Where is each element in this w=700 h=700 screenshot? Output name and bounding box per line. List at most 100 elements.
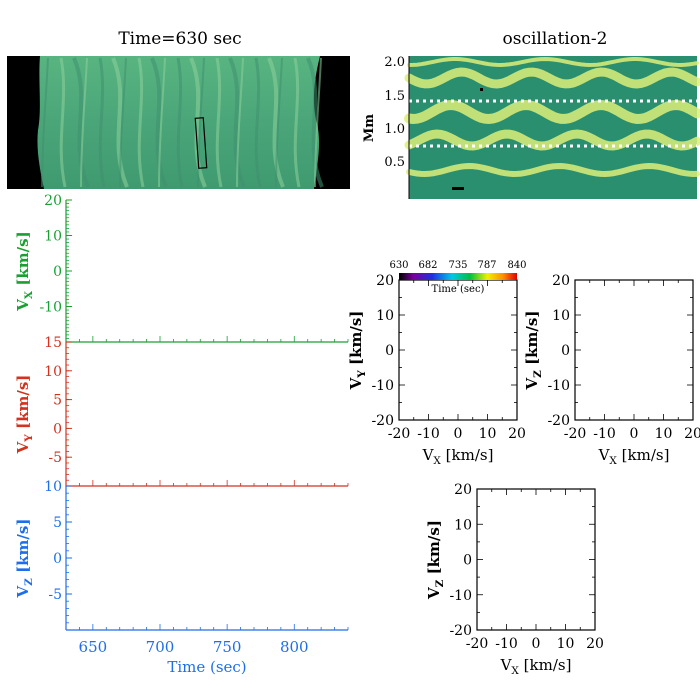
time-series-panel: 15 10 5 0 -5 VY [km/s] xyxy=(14,335,349,487)
hodograph-panel: -20 -10 0 10 20 20 10 0 -10 -20 VX [km/s] VY [km/s] xyxy=(347,273,526,467)
y-tick-label: -5 xyxy=(48,450,62,466)
x-tick-label: 650 xyxy=(79,638,108,656)
image-streaks xyxy=(41,57,324,188)
y-axis-label: VY [km/s] xyxy=(14,375,35,455)
image-streak xyxy=(158,57,166,188)
hodograph-frame xyxy=(476,488,596,631)
image-streak xyxy=(236,57,244,188)
x-tick-label: 20 xyxy=(508,426,526,442)
oscillation-wave xyxy=(404,67,700,89)
y-tick-label: 0 xyxy=(53,551,62,567)
x-tick-label: 800 xyxy=(280,638,309,656)
oscillation-wave xyxy=(404,129,700,151)
x-tick-label: 10 xyxy=(479,426,497,442)
y-tick-label: 0 xyxy=(463,553,472,569)
y-tick-label: 0 xyxy=(385,343,394,359)
hodograph-frame xyxy=(574,279,694,421)
oscillation-waves xyxy=(404,56,700,178)
x-tick-label: 0 xyxy=(454,426,463,442)
y-tick-label: 10 xyxy=(454,517,472,533)
colorbar-label: 735 xyxy=(448,260,467,271)
x-tick-label: 10 xyxy=(655,426,673,442)
y-tick-label: -10 xyxy=(547,378,570,394)
hodograph-frame xyxy=(398,279,518,421)
oscillation-ytick: 1.5 xyxy=(384,89,405,104)
image-streak xyxy=(119,57,127,188)
y-tick-label: -20 xyxy=(449,623,472,639)
y-tick-label: 0 xyxy=(53,264,62,280)
x-tick-label: -20 xyxy=(466,636,489,652)
image-streak xyxy=(41,57,49,188)
x-axis-label: VX [km/s] xyxy=(422,446,494,467)
y-tick-label: 0 xyxy=(561,343,570,359)
y-tick-label: -20 xyxy=(547,413,570,429)
y-tick-label: 20 xyxy=(376,273,394,289)
y-tick-label: 15 xyxy=(44,335,62,351)
oscillation-title: oscillation-2 xyxy=(503,29,608,49)
x-tick-label: 20 xyxy=(586,636,604,652)
x-tick-label: -20 xyxy=(564,426,587,442)
time-colorbar: 630 682 735 787 840 Time (sec) xyxy=(389,260,526,295)
hodograph-panels: -20 -10 0 10 20 20 10 0 -10 -20 VX [km/s] VY [km/s]… xyxy=(347,273,700,677)
y-tick-label: 10 xyxy=(44,479,62,495)
y-tick-label: 5 xyxy=(53,515,62,531)
x-tick-label: -10 xyxy=(417,426,440,442)
image-streak xyxy=(59,57,67,188)
y-axis-label: VX [km/s] xyxy=(14,231,35,311)
image-streak xyxy=(293,57,301,188)
x-tick-label: -10 xyxy=(593,426,616,442)
oscillation-wave xyxy=(406,162,700,178)
oscillation-ylabel: Mm xyxy=(362,114,377,142)
oscillation-ytick: 2.0 xyxy=(384,55,405,70)
y-tick-label: -10 xyxy=(39,300,62,316)
image-streak xyxy=(254,57,262,188)
y-tick-label: 20 xyxy=(552,273,570,289)
image-streak xyxy=(98,57,106,188)
hodograph-panel: -20 -10 0 10 20 20 10 0 -10 -20 VX [km/s] VZ [km/s] xyxy=(523,273,700,467)
x-tick-label: 700 xyxy=(146,638,175,656)
image-streak xyxy=(137,57,145,188)
y-tick-label: 20 xyxy=(454,482,472,498)
image-streak xyxy=(72,57,90,188)
colorbar-label: 787 xyxy=(477,260,496,271)
y-axis-label: VY [km/s] xyxy=(347,311,368,391)
oscillation-ytick: 1.0 xyxy=(384,122,405,137)
colorbar-label: 682 xyxy=(418,260,437,271)
oscillation-ytick: 0.5 xyxy=(384,155,405,170)
x-tick-label: 0 xyxy=(630,426,639,442)
oscillation-wave xyxy=(404,99,700,125)
solar-image-panel: Time=630 sec xyxy=(7,29,350,189)
y-tick-label: -20 xyxy=(371,413,394,429)
y-tick-label: 5 xyxy=(53,393,62,409)
image-streak xyxy=(275,57,283,188)
y-tick-label: 10 xyxy=(44,229,62,245)
image-streak xyxy=(80,57,88,188)
image-streak xyxy=(197,57,205,188)
x-axis-label: VX [km/s] xyxy=(500,656,572,677)
x-tick-label: -10 xyxy=(495,636,518,652)
y-tick-label: 20 xyxy=(44,193,62,209)
x-tick-label: 750 xyxy=(213,638,242,656)
y-axis-label: VZ [km/s] xyxy=(425,520,446,600)
marker-dot xyxy=(480,88,483,91)
image-title: Time=630 sec xyxy=(118,29,241,49)
y-tick-label: 10 xyxy=(44,364,62,380)
y-tick-label: 10 xyxy=(376,308,394,324)
y-tick-label: 0 xyxy=(53,421,62,437)
y-tick-label: -5 xyxy=(48,587,62,603)
slit-box xyxy=(194,117,208,169)
image-streak xyxy=(306,57,324,188)
image-streak xyxy=(314,57,322,188)
hodograph-panel: -20 -10 0 10 20 20 10 0 -10 -20 VX [km/s] VZ [km/s] xyxy=(425,482,604,677)
marker-dash xyxy=(452,187,464,190)
y-tick-label: -10 xyxy=(371,378,394,394)
x-tick-label: -20 xyxy=(388,426,411,442)
image-streak xyxy=(150,57,168,188)
image-streak xyxy=(228,57,246,188)
y-tick-label: 10 xyxy=(552,308,570,324)
colorbar-label: 840 xyxy=(507,260,526,271)
image-streak xyxy=(176,57,184,188)
